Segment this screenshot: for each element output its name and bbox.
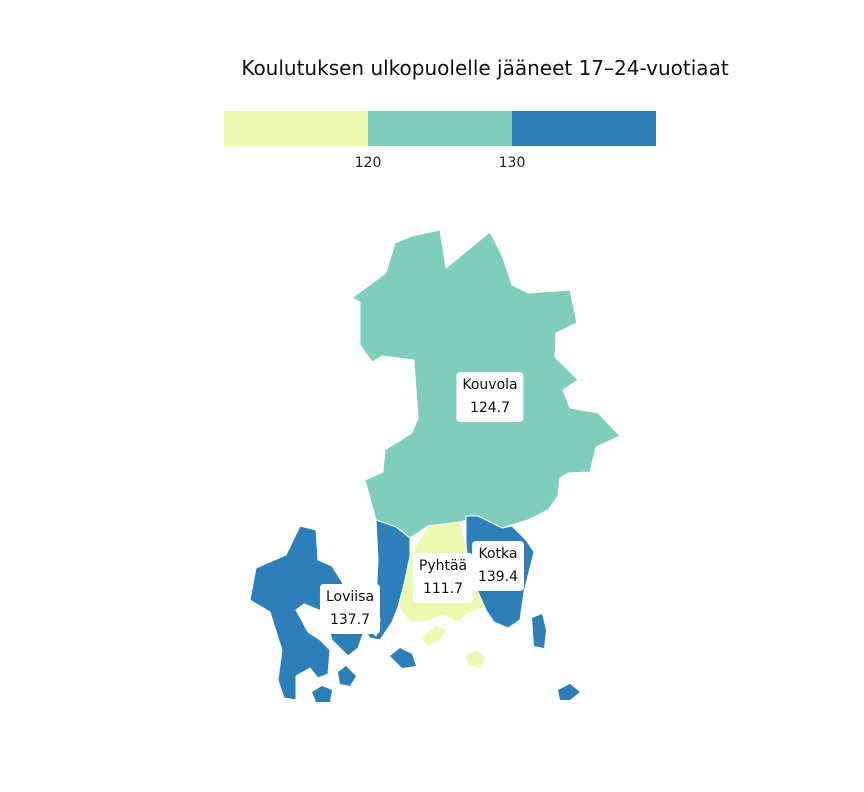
label-pyhtaa: Pyhtää 111.7 [412,553,474,603]
island-loviisa-2 [312,686,332,702]
label-pyhtaa-value: 111.7 [422,581,464,597]
label-kotka-value: 139.4 [477,569,519,585]
legend-break-120: 120 [354,155,382,171]
label-kouvola-value: 124.7 [469,400,511,416]
island-pyhtaa-1 [422,626,446,646]
label-kouvola: Kouvola 124.7 [456,372,524,422]
label-kouvola-name: Kouvola [462,377,518,393]
island-pyhtaa-2 [466,650,485,668]
label-kotka: Kotka 139.4 [471,541,525,591]
legend-bin-low [224,111,368,146]
label-loviisa-name: Loviisa [325,589,375,605]
legend-bin-high [512,111,656,146]
label-kotka-name: Kotka [478,546,518,562]
legend-bin-mid [368,111,512,146]
island-loviisa-3 [338,666,356,686]
island-kotka-1 [532,614,546,648]
legend-break-130: 130 [498,155,526,171]
island-loviisa-1 [390,648,416,668]
label-loviisa: Loviisa 137.7 [319,584,381,634]
color-legend [224,111,656,146]
island-kotka-2 [558,684,580,700]
map-title: Koulutuksen ulkopuolelle jääneet 17–24-v… [241,56,729,80]
label-pyhtaa-name: Pyhtää [418,558,468,574]
label-loviisa-value: 137.7 [329,612,371,628]
